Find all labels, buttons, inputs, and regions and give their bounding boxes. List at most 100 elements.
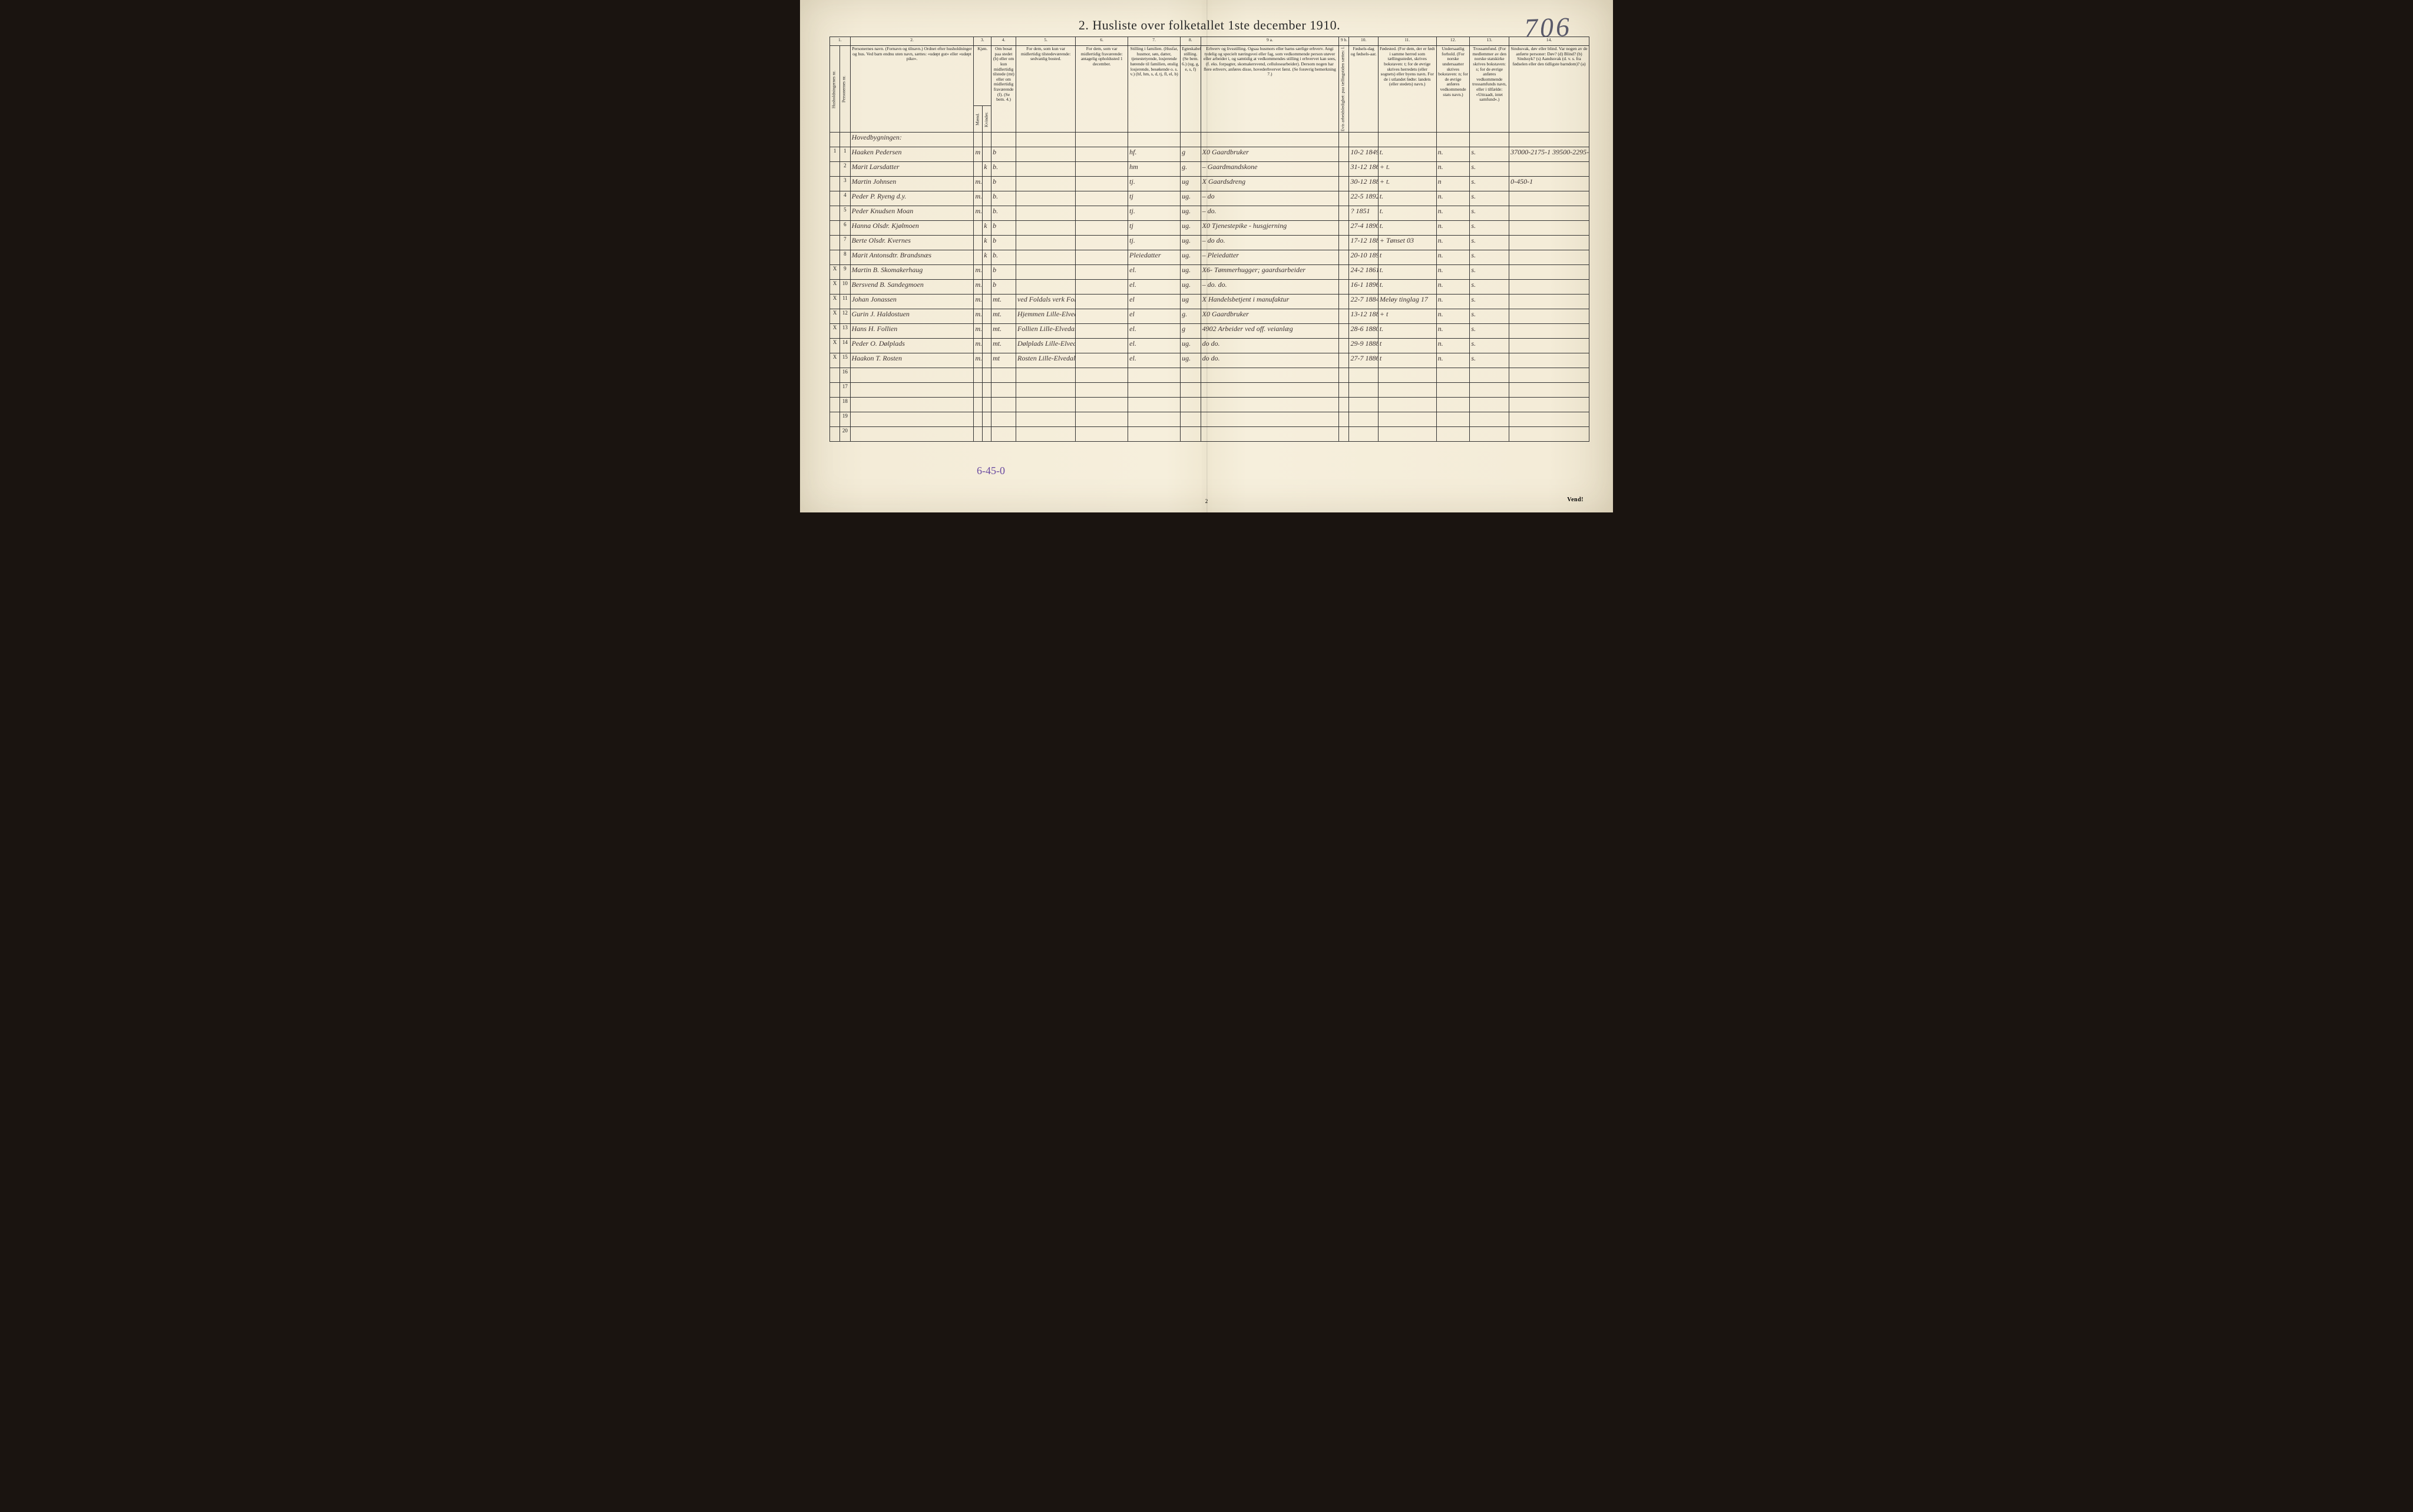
cell: mt. <box>991 309 1016 324</box>
cell <box>1378 133 1436 147</box>
hdr-sindssvak: Sindssvak, døv eller blind. Var nogen av… <box>1509 46 1589 133</box>
cell <box>983 398 991 412</box>
cell: 10 <box>840 280 850 295</box>
cell <box>1076 250 1128 265</box>
cell: m. <box>974 191 983 206</box>
cell: b. <box>991 191 1016 206</box>
cell: X <box>830 265 840 280</box>
cell: X Handelsbetjent i manufaktur <box>1201 295 1339 309</box>
cell <box>1339 427 1349 442</box>
cell: t <box>1378 353 1436 368</box>
cell <box>991 368 1016 383</box>
cell: s. <box>1470 162 1509 177</box>
cell <box>1509 368 1589 383</box>
cell: Haakon T. Rosten <box>850 353 974 368</box>
cell <box>1378 427 1436 442</box>
cell: n. <box>1436 324 1470 339</box>
colnum-7: 7. <box>1128 37 1181 46</box>
cell: 17 <box>840 383 850 398</box>
cell: ug. <box>1181 191 1201 206</box>
cell: ved Foldals verk Foldalen <box>1016 295 1076 309</box>
cell: 24-2 1861 <box>1349 265 1378 280</box>
cell: Hans H. Follien <box>850 324 974 339</box>
cell <box>1470 427 1509 442</box>
cell: s. <box>1470 353 1509 368</box>
cell: 8 <box>840 250 850 265</box>
cell: + Tønset 03 <box>1378 236 1436 250</box>
cell: s. <box>1470 280 1509 295</box>
cell <box>974 221 983 236</box>
hdr-personnr: Personernes nr. <box>840 46 850 133</box>
cell <box>983 206 991 221</box>
cell <box>1339 412 1349 427</box>
cell: m. <box>974 339 983 353</box>
cell: b <box>991 280 1016 295</box>
cell: b. <box>991 250 1016 265</box>
cell <box>1339 324 1349 339</box>
cell: 13 <box>840 324 850 339</box>
cell <box>1016 177 1076 191</box>
cell <box>1016 147 1076 162</box>
cell: m. <box>974 353 983 368</box>
cell <box>1076 309 1128 324</box>
cell: X <box>830 280 840 295</box>
cell: n. <box>1436 295 1470 309</box>
cell: Martin Johnsen <box>850 177 974 191</box>
table-body: Hovedbygningen: 11Haaken Pedersenmbhf.gX… <box>830 133 1589 442</box>
table-row: 16 <box>830 368 1589 383</box>
cell: n. <box>1436 191 1470 206</box>
colnum-12: 12. <box>1436 37 1470 46</box>
cell: Follien Lille-Elvedal <box>1016 324 1076 339</box>
cell: n. <box>1436 236 1470 250</box>
cell: mt <box>991 353 1016 368</box>
cell: n. <box>1436 309 1470 324</box>
cell <box>1378 412 1436 427</box>
cell: n. <box>1436 206 1470 221</box>
cell: b <box>991 147 1016 162</box>
cell: X0 Tjenestepike - husgjerning <box>1201 221 1339 236</box>
table-row: X15Haakon T. Rostenm.mtRosten Lille-Elve… <box>830 353 1589 368</box>
table-row: X9Martin B. Skomakerhaugm.bel.ug.X6- Tøm… <box>830 265 1589 280</box>
bottom-annotation: 6-45-0 <box>977 465 1005 477</box>
cell <box>1509 236 1589 250</box>
cell: 10-2 1849 <box>1349 147 1378 162</box>
cell <box>983 265 991 280</box>
cell: n. <box>1436 353 1470 368</box>
cell: m. <box>974 280 983 295</box>
cell <box>983 147 991 162</box>
cell: 22-5 1892 <box>1349 191 1378 206</box>
cell <box>1181 383 1201 398</box>
hdr-stilling-fam: Stilling i familien. (Husfar, husmor, sø… <box>1128 46 1181 133</box>
cell: s. <box>1470 206 1509 221</box>
cell: tj. <box>1128 236 1181 250</box>
cell <box>830 221 840 236</box>
cell: 20-10 1899 <box>1349 250 1378 265</box>
cell: ug. <box>1181 339 1201 353</box>
cell <box>974 250 983 265</box>
cell <box>1470 412 1509 427</box>
hdr-maend: Mænd. <box>974 106 983 133</box>
cell <box>1201 427 1339 442</box>
cell <box>850 412 974 427</box>
cell <box>1016 236 1076 250</box>
cell <box>1076 191 1128 206</box>
cell: 11 <box>840 295 850 309</box>
cell: hf. <box>1128 147 1181 162</box>
cell: X <box>830 339 840 353</box>
cell: Rosten Lille-Elvedal <box>1016 353 1076 368</box>
cell <box>1076 398 1128 412</box>
cell: t. <box>1378 206 1436 221</box>
cell: t. <box>1378 147 1436 162</box>
cell <box>1378 383 1436 398</box>
table-row: 4Peder P. Ryeng d.y.m.b.tjug.– do22-5 18… <box>830 191 1589 206</box>
colnum-6: 6. <box>1076 37 1128 46</box>
colnum-5: 5. <box>1016 37 1076 46</box>
cell: n. <box>1436 265 1470 280</box>
cell: b <box>991 265 1016 280</box>
cell <box>1349 412 1378 427</box>
cell <box>1339 206 1349 221</box>
page-title: 2. Husliste over folketallet 1ste decemb… <box>829 18 1589 33</box>
cell: ug. <box>1181 265 1201 280</box>
cell <box>1128 368 1181 383</box>
section-row: Hovedbygningen: <box>830 133 1589 147</box>
